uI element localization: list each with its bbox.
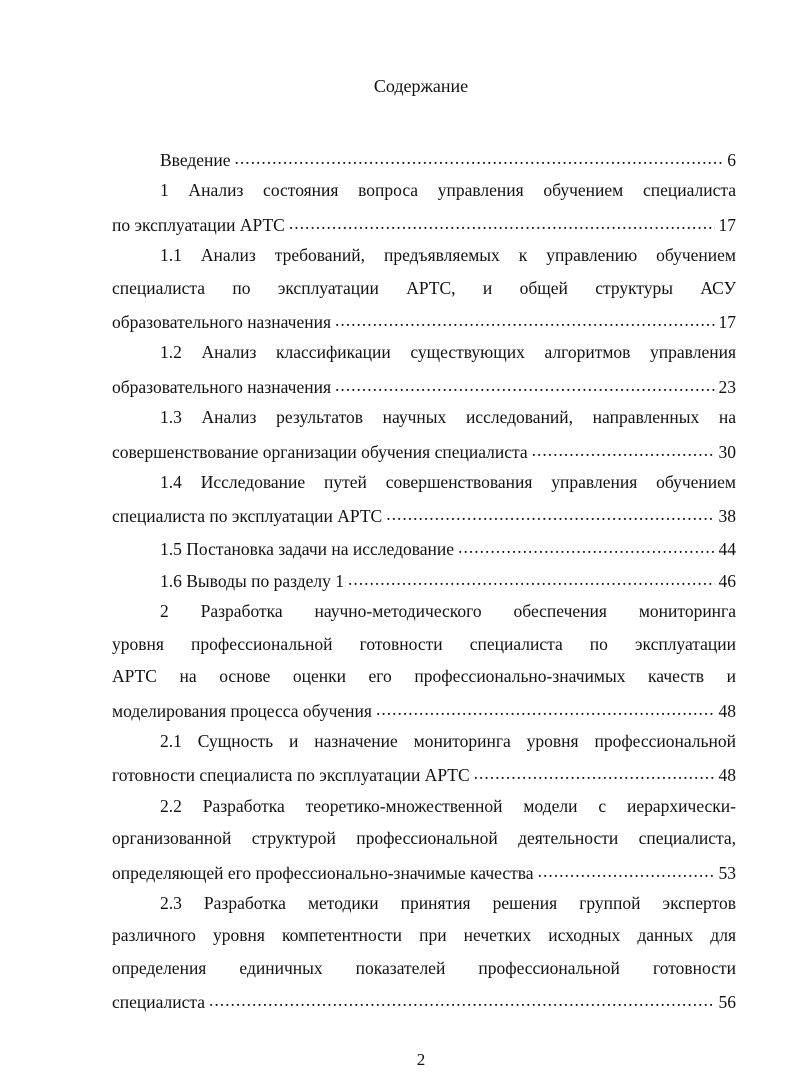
toc-entry-text: 1.2 Анализ классификации существующих ал… xyxy=(160,342,736,363)
toc-line: по эксплуатации АРТС 17 xyxy=(112,211,736,243)
page-number: 2 xyxy=(416,1050,426,1069)
toc-line: специалиста по эксплуатации АРТС, и обще… xyxy=(112,276,736,308)
toc-entry-text: определения единичных показателей профес… xyxy=(112,957,736,978)
toc-entry-text: по эксплуатации АРТС xyxy=(112,214,285,235)
toc-entry-text: моделирования процесса обучения xyxy=(112,700,372,721)
toc-line: уровня профессиональной готовности специ… xyxy=(112,632,736,664)
toc-entry-text: совершенствование организации обучения с… xyxy=(112,441,528,462)
dot-leader xyxy=(474,761,715,781)
toc-entry-text: специалиста xyxy=(112,992,206,1013)
toc-line: 1.3 Анализ результатов научных исследова… xyxy=(112,405,736,437)
toc-page-number: 46 xyxy=(718,571,737,592)
toc-entry[interactable]: 1.3 Анализ результатов научных исследова… xyxy=(112,405,736,470)
toc-entry-text: 2.3 Разработка методики принятия решения… xyxy=(160,892,736,913)
toc-page-number: 48 xyxy=(718,700,737,721)
toc-line: специалиста по эксплуатации АРТС 38 xyxy=(112,502,736,534)
toc-line: моделирования процесса обучения 48 xyxy=(112,697,736,729)
toc-page-number: 23 xyxy=(718,376,737,397)
toc-entry-text: уровня профессиональной готовности специ… xyxy=(112,633,736,654)
toc-entry-text: АРТС на основе оценки его профессиональн… xyxy=(112,666,736,687)
toc-line: 1.4 Исследование путей совершенствования… xyxy=(112,470,736,502)
toc-line: 1.5 Постановка задачи на исследование 44 xyxy=(112,535,736,567)
toc-entry[interactable]: 1.5 Постановка задачи на исследование 44 xyxy=(112,535,736,567)
toc-entry-text: готовности специалиста по эксплуатации А… xyxy=(112,765,470,786)
dot-leader xyxy=(538,859,715,879)
toc-line: совершенствование организации обучения с… xyxy=(112,438,736,470)
toc-entry-text: 1.1 Анализ требований, предъявляемых к у… xyxy=(160,245,736,266)
toc-entry-text: определяющей его профессионально-значимы… xyxy=(112,862,534,883)
toc-line: определяющей его профессионально-значимы… xyxy=(112,859,736,891)
toc-line: образовательного назначения 17 xyxy=(112,308,736,340)
toc-entry-text: 2.2 Разработка теоретико-множественной м… xyxy=(160,795,736,816)
toc-entry[interactable]: 2 Разработка научно-методического обеспе… xyxy=(112,599,736,729)
toc-line: готовности специалиста по эксплуатации А… xyxy=(112,761,736,793)
dot-leader xyxy=(376,697,715,717)
toc-entry-text: 1.3 Анализ результатов научных исследова… xyxy=(160,407,736,428)
toc-page-number: 53 xyxy=(718,862,737,883)
toc-line: 1 Анализ состояния вопроса управления об… xyxy=(112,178,736,210)
toc-page-number: 17 xyxy=(718,214,737,235)
toc-entry-text: образовательного назначения xyxy=(112,376,332,397)
dot-leader xyxy=(209,988,714,1008)
page-title: Содержание xyxy=(373,76,469,96)
toc-entry-text: образовательного назначения xyxy=(112,311,332,332)
toc-entry[interactable]: 1.4 Исследование путей совершенствования… xyxy=(112,470,736,535)
dot-leader xyxy=(386,502,714,522)
toc-line: АРТС на основе оценки его профессиональн… xyxy=(112,664,736,696)
dot-leader xyxy=(289,211,715,231)
toc-line: 2.1 Сущность и назначение мониторинга ур… xyxy=(112,729,736,761)
toc-line: 1.1 Анализ требований, предъявляемых к у… xyxy=(112,243,736,275)
toc-entry[interactable]: 1.1 Анализ требований, предъявляемых к у… xyxy=(112,243,736,340)
dot-leader xyxy=(532,438,715,458)
toc-entry-text: Введение xyxy=(160,150,231,170)
toc-entry[interactable]: 1 Анализ состояния вопроса управления об… xyxy=(112,178,736,243)
toc-entry-text: специалиста по эксплуатации АРТС, и обще… xyxy=(112,277,736,298)
toc-page-number: 44 xyxy=(718,538,737,559)
toc-entry-text: 1.6 Выводы по разделу 1 xyxy=(160,571,344,592)
toc-line: различного уровня компетентности при неч… xyxy=(112,923,736,955)
toc-line: 2.2 Разработка теоретико-множественной м… xyxy=(112,794,736,826)
toc-entry[interactable]: 1.2 Анализ классификации существующих ал… xyxy=(112,340,736,405)
toc-line: специалиста 56 xyxy=(112,988,736,1020)
toc-entry-text: 1.5 Постановка задачи на исследование xyxy=(160,538,455,559)
toc-line: 1.6 Выводы по разделу 1 46 xyxy=(112,567,736,599)
toc-page-number: 56 xyxy=(718,992,737,1013)
toc-line: образовательного назначения 23 xyxy=(112,373,736,405)
toc-line: 1.2 Анализ классификации существующих ал… xyxy=(112,340,736,372)
toc-line: определения единичных показателей профес… xyxy=(112,956,736,988)
toc-line: организованной структурой профессиональн… xyxy=(112,826,736,858)
dot-leader xyxy=(235,146,724,166)
dot-leader xyxy=(458,535,714,555)
toc-entry[interactable]: 2.3 Разработка методики принятия решения… xyxy=(112,891,736,1021)
dot-leader xyxy=(335,308,714,328)
toc-entry-text: различного уровня компетентности при неч… xyxy=(112,925,736,946)
toc-page-number: 48 xyxy=(718,765,737,786)
toc-line: 2.3 Разработка методики принятия решения… xyxy=(112,891,736,923)
toc-page-number: 17 xyxy=(718,311,737,332)
dot-leader xyxy=(348,567,715,587)
dot-leader xyxy=(335,373,714,393)
toc-entry-text: специалиста по эксплуатации АРТС xyxy=(112,506,383,527)
toc-page-number: 6 xyxy=(727,150,736,170)
toc-entry-text: 2.1 Сущность и назначение мониторинга ур… xyxy=(160,731,736,752)
toc-page-number: 38 xyxy=(718,506,737,527)
toc-line: Введение 6 xyxy=(112,146,736,178)
toc-entry-text: 2 Разработка научно-методического обеспе… xyxy=(160,601,736,622)
toc-entry[interactable]: 2.1 Сущность и назначение мониторинга ур… xyxy=(112,729,736,794)
toc-line: 2 Разработка научно-методического обеспе… xyxy=(112,599,736,631)
toc-entry-text: организованной структурой профессиональн… xyxy=(112,828,736,849)
toc-entry-text: 1.4 Исследование путей совершенствования… xyxy=(160,471,736,492)
toc-entry[interactable]: 2.2 Разработка теоретико-множественной м… xyxy=(112,794,736,891)
toc-entry[interactable]: 1.6 Выводы по разделу 1 46 xyxy=(112,567,736,599)
toc-entry[interactable]: Введение 6 xyxy=(112,146,736,178)
toc-entry-text: 1 Анализ состояния вопроса управления об… xyxy=(160,180,736,201)
toc-page-number: 30 xyxy=(718,441,737,462)
table-of-contents: Введение 6 1 Анализ состояния вопроса упра… xyxy=(112,146,736,1021)
